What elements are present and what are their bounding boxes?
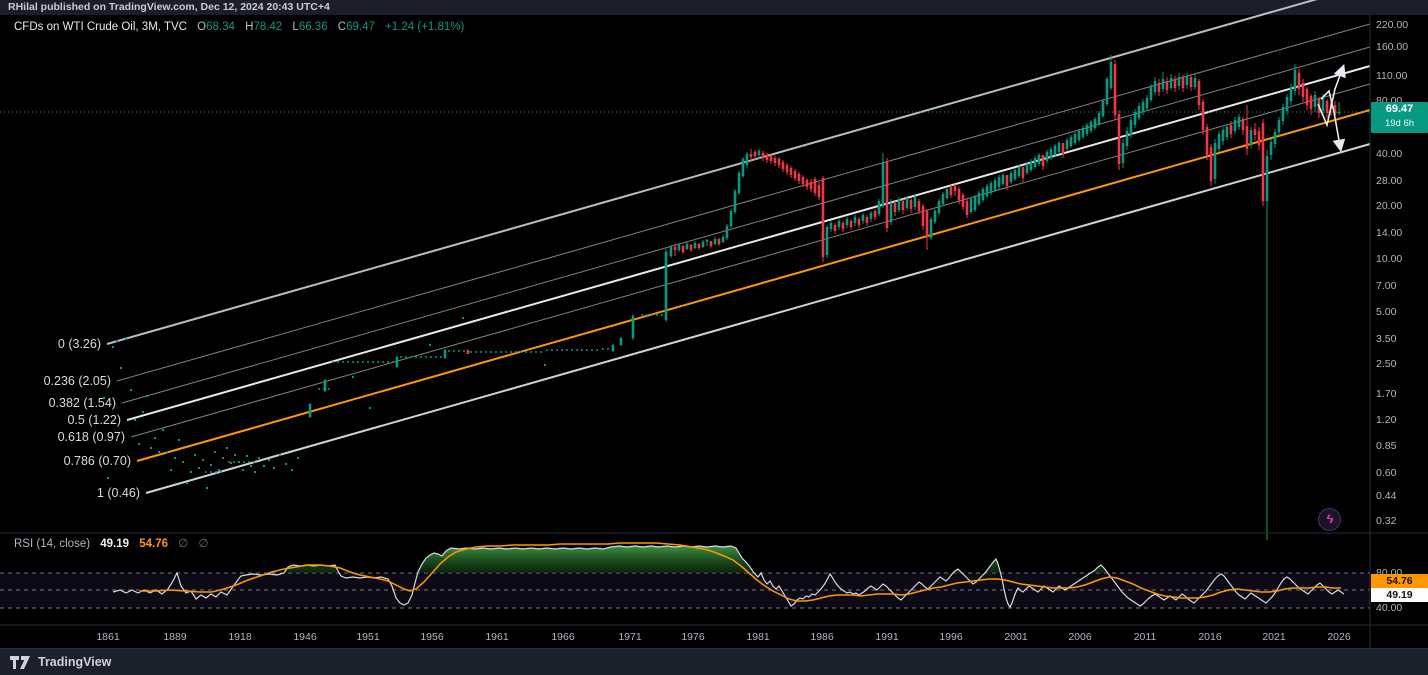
lightning-icon: ϟ: [1326, 512, 1333, 526]
fib-line-0.5[interactable]: [126, 65, 1371, 421]
price-tick: 160.00: [1376, 41, 1409, 53]
rsi-ma-badge: 54.76: [1371, 574, 1428, 588]
symbol-legend[interactable]: CFDs on WTI Crude Oil, 3M, TVC O68.34 H7…: [14, 21, 464, 33]
price-tick: 220.00: [1376, 19, 1409, 31]
year-label: 1951: [356, 631, 380, 643]
high-label: H: [245, 21, 254, 33]
rsi-plot-line: [112, 545, 1345, 609]
fib-line-0.618[interactable]: [130, 83, 1371, 438]
last-price-badge: 69.47 19d 6h: [1371, 102, 1428, 133]
price-tick: 1.20: [1376, 414, 1397, 426]
year-label: 1966: [551, 631, 575, 643]
year-label: 2026: [1327, 631, 1351, 643]
publish-text: RHilal published on TradingView.com, Dec…: [8, 1, 330, 13]
arrow-annotation-2[interactable]: [1320, 89, 1346, 153]
tradingview-logo-text: TradingView: [38, 655, 112, 669]
close-label: C: [337, 21, 347, 33]
price-tick: 1.70: [1376, 388, 1397, 400]
price-tick: 2.50: [1376, 358, 1397, 370]
rsi-empty-2: ∅: [198, 538, 209, 550]
economy-indicator-icon[interactable]: ϟ: [1318, 508, 1341, 531]
publish-bar: RHilal published on TradingView.com, Dec…: [0, 0, 1428, 15]
rsi-empty-1: ∅: [178, 538, 189, 550]
rsi-pane: [0, 542, 1370, 609]
year-label: 1996: [939, 631, 963, 643]
year-label: 1956: [420, 631, 444, 643]
price-tick: 28.00: [1376, 175, 1403, 187]
rsi-value-badge: 49.19: [1371, 588, 1428, 602]
year-label: 1971: [618, 631, 642, 643]
separators: [0, 15, 1428, 648]
fib-label-0.5: 0.5 (1.22): [67, 413, 121, 427]
year-label: 1918: [228, 631, 252, 643]
fib-label-1: 1 (0.46): [96, 486, 140, 500]
price-tick: 3.50: [1376, 333, 1397, 345]
tradingview-logo-icon: [10, 655, 30, 669]
price-tick: 40.00: [1376, 148, 1403, 160]
year-label: 1981: [746, 631, 770, 643]
price-tick: 0.85: [1376, 440, 1397, 452]
bottom-bar: TradingView: [0, 648, 1428, 675]
year-label: 1991: [875, 631, 899, 643]
bar-countdown: 19d 6h: [1384, 118, 1415, 129]
price-tick: 5.00: [1376, 306, 1397, 318]
fib-label-0.786: 0.786 (0.70): [63, 454, 131, 468]
year-label: 1861: [96, 631, 120, 643]
candlesticks: [308, 55, 1341, 540]
tradingview-logo[interactable]: TradingView: [10, 655, 111, 669]
price-tick: 0.44: [1376, 490, 1397, 502]
price-tick: 7.00: [1376, 280, 1397, 292]
high-value: 78.42: [253, 21, 283, 33]
rsi-tick: 40.00: [1376, 602, 1403, 614]
fib-label-0.236: 0.236 (2.05): [43, 374, 111, 388]
rsi-legend[interactable]: RSI (14, close) 49.19 54.76 ∅ ∅: [14, 536, 209, 550]
fib-label-0.382: 0.382 (1.54): [48, 396, 116, 410]
fib-label-0.618: 0.618 (0.97): [57, 430, 125, 444]
price-tick: 10.00: [1376, 253, 1403, 265]
open-value: 68.34: [206, 21, 235, 33]
year-label: 2016: [1198, 631, 1222, 643]
price-tick: 20.00: [1376, 200, 1403, 212]
price-tick: 110.00: [1376, 70, 1408, 82]
close-value: 69.47: [346, 21, 375, 33]
year-label: 1889: [163, 631, 187, 643]
rsi-ma-value: 54.76: [139, 538, 169, 550]
year-label: 1976: [681, 631, 705, 643]
low-label: L: [292, 21, 299, 33]
fib-line-0.786[interactable]: [136, 109, 1371, 462]
rsi-ma-line: [140, 542, 1341, 602]
low-value: 66.36: [298, 21, 328, 33]
year-label: 1961: [485, 631, 509, 643]
rsi-title[interactable]: RSI (14, close): [14, 538, 91, 550]
last-price: 69.47: [1385, 103, 1414, 115]
year-label: 2011: [1133, 631, 1157, 643]
symbol-title[interactable]: CFDs on WTI Crude Oil, 3M, TVC: [14, 21, 187, 33]
open-label: O: [197, 21, 207, 33]
fib-channel: [106, 0, 1371, 494]
year-label: 2001: [1004, 631, 1028, 643]
change-value: +1.24 (+1.81%): [385, 21, 465, 33]
fib-line-0.382[interactable]: [121, 46, 1371, 404]
historic-price-marks: [103, 314, 664, 489]
year-label: 2006: [1068, 631, 1092, 643]
year-label: 1986: [810, 631, 834, 643]
fib-line-1[interactable]: [145, 143, 1371, 494]
year-label: 2021: [1262, 631, 1286, 643]
rsi-value: 49.19: [100, 538, 130, 550]
price-tick: 0.32: [1376, 515, 1397, 527]
arrow-annotation-1[interactable]: [1317, 63, 1346, 128]
rsi-overbought-fill: [177, 546, 1108, 573]
fib-line-0[interactable]: [106, 0, 1370, 345]
price-tick: 0.60: [1376, 467, 1397, 479]
fib-label-0: 0 (3.26): [57, 337, 101, 351]
projection-arrows: [1317, 63, 1346, 153]
fib-line-0.236[interactable]: [116, 23, 1371, 382]
year-label: 1946: [293, 631, 317, 643]
price-tick: 14.00: [1376, 227, 1403, 239]
